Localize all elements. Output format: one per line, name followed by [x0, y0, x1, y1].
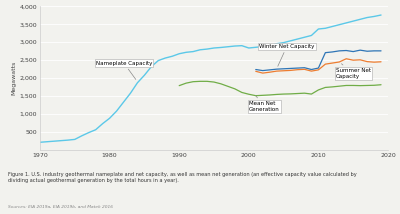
Text: Nameplate Capacity: Nameplate Capacity [96, 61, 152, 79]
Text: Figure 1. U.S. industry geothermal nameplate and net capacity, as well as mean n: Figure 1. U.S. industry geothermal namep… [8, 172, 357, 183]
Text: Summer Net
Capacity: Summer Net Capacity [336, 64, 371, 79]
Text: Sources: EIA 2019a, EIA 2019b, and Matek 2016: Sources: EIA 2019a, EIA 2019b, and Matek… [8, 205, 113, 210]
Y-axis label: Megawatts: Megawatts [12, 61, 17, 95]
Text: Winter Net Capacity: Winter Net Capacity [259, 44, 315, 66]
Text: Mean Net
Generation: Mean Net Generation [249, 96, 280, 112]
